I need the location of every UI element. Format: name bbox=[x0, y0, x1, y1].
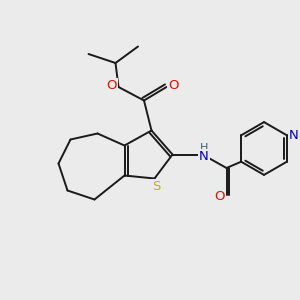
Text: N: N bbox=[289, 129, 298, 142]
Text: H: H bbox=[200, 143, 208, 153]
Text: O: O bbox=[107, 79, 117, 92]
Text: O: O bbox=[215, 190, 225, 203]
Text: O: O bbox=[168, 79, 178, 92]
Text: N: N bbox=[199, 149, 209, 163]
Text: S: S bbox=[152, 179, 160, 193]
